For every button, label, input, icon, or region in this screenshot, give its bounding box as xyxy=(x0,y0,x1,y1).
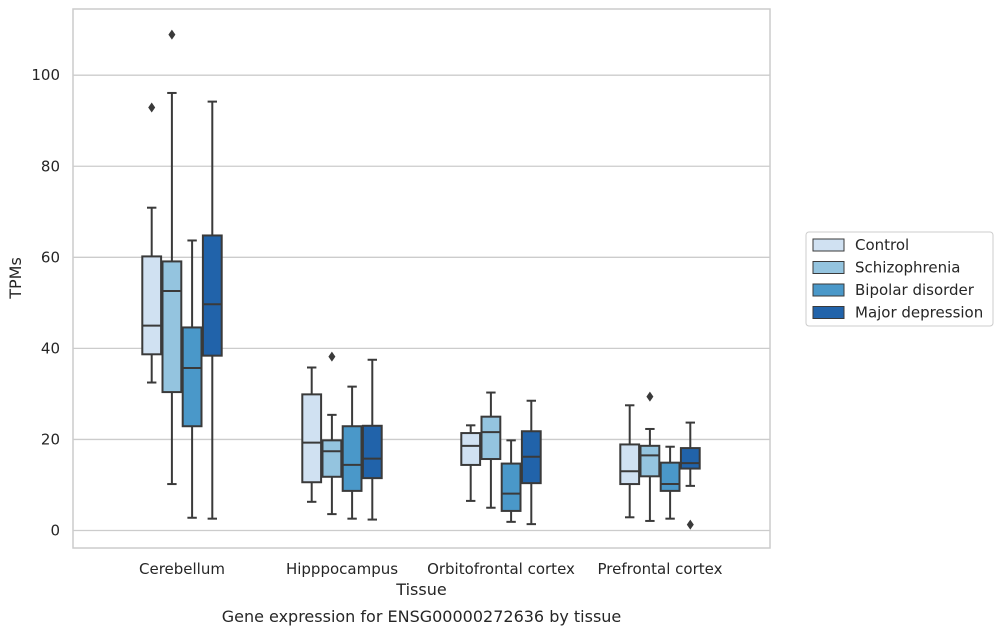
y-tick-label: 40 xyxy=(41,339,60,357)
y-tick-label: 0 xyxy=(50,522,60,540)
outlier-point xyxy=(646,391,654,402)
y-tick-label: 100 xyxy=(31,66,60,84)
box-iqr xyxy=(321,439,343,478)
box-iqr xyxy=(480,415,502,461)
box-0-1 xyxy=(161,29,183,486)
box-0-0 xyxy=(141,102,163,384)
y-tick-label: 20 xyxy=(41,430,60,448)
boxes xyxy=(141,29,701,530)
x-tick-label: Prefrontal cortex xyxy=(598,560,723,578)
outlier-point xyxy=(148,102,156,113)
x-tick-label: Cerebellum xyxy=(139,560,225,578)
box-iqr xyxy=(460,432,482,466)
x-tick-label: Hipppocampus xyxy=(286,560,398,578)
plot-frame xyxy=(72,8,771,549)
x-tick-label: Orbitofrontal cortex xyxy=(427,560,575,578)
box-1-0 xyxy=(301,366,323,503)
legend-label: Major depression xyxy=(855,304,983,322)
legend-label: Schizophrenia xyxy=(855,259,960,277)
legend-swatch xyxy=(812,283,845,297)
legend-swatch xyxy=(812,238,845,252)
box-iqr xyxy=(301,393,323,484)
box-iqr xyxy=(361,424,383,480)
box-iqr xyxy=(341,425,363,492)
box-2-2 xyxy=(500,439,522,523)
box-3-2 xyxy=(659,445,681,520)
legend-label: Control xyxy=(855,236,909,254)
box-iqr xyxy=(500,462,522,512)
box-0-2 xyxy=(181,239,203,519)
y-axis-label: TPMs xyxy=(6,257,25,300)
box-iqr xyxy=(161,260,183,394)
legend: Control Schizophrenia Bipolar disorder Majo… xyxy=(805,231,994,327)
box-2-1 xyxy=(480,391,502,509)
box-3-1 xyxy=(639,391,661,522)
legend-swatch xyxy=(812,306,845,319)
x-axis-label: Tissue xyxy=(395,580,446,599)
box-iqr xyxy=(639,444,661,478)
box-3-0 xyxy=(619,404,641,519)
box-2-3 xyxy=(520,399,542,526)
y-tick-labels: 0 20 40 60 80 100 xyxy=(31,66,60,539)
box-1-1 xyxy=(321,351,343,516)
outlier-point xyxy=(168,29,176,40)
box-3-3 xyxy=(679,421,701,530)
outlier-point xyxy=(686,519,694,530)
box-1-3 xyxy=(361,358,383,521)
box-iqr xyxy=(659,461,681,492)
box-iqr xyxy=(141,255,163,356)
box-iqr xyxy=(679,447,701,470)
box-iqr xyxy=(181,326,203,428)
legend-frame xyxy=(805,231,994,327)
box-iqr xyxy=(201,234,223,357)
legend-label: Bipolar disorder xyxy=(855,281,975,299)
outlier-point xyxy=(328,351,336,362)
box-0-3 xyxy=(201,100,223,520)
box-iqr xyxy=(619,443,641,486)
y-tick-label: 80 xyxy=(41,157,60,175)
box-1-2 xyxy=(341,385,363,520)
y-tick-label: 60 xyxy=(41,248,60,266)
x-tick-labels: Cerebellum Hipppocampus Orbitofrontal cort… xyxy=(139,560,723,578)
box-2-0 xyxy=(460,424,482,502)
chart-caption: Gene expression for ENSG00000272636 by t… xyxy=(222,607,622,626)
legend-swatch xyxy=(812,261,845,274)
